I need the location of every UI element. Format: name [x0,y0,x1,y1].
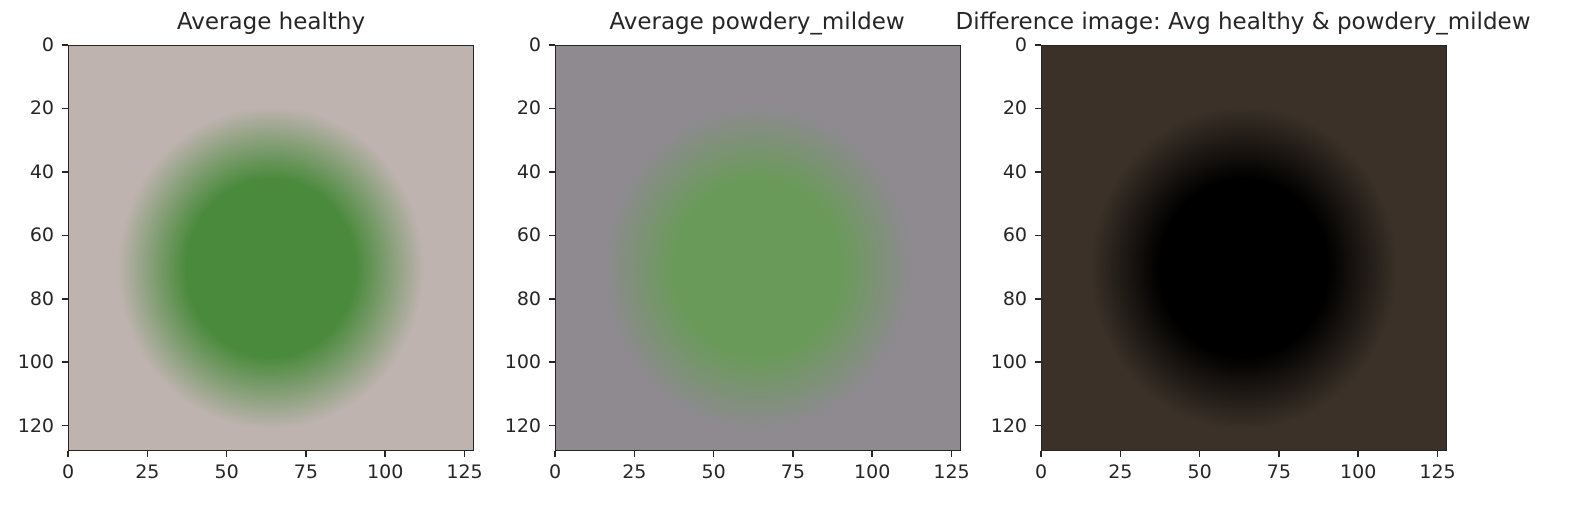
y-tick-label: 0 [1014,34,1027,56]
x-tick-label: 125 [933,461,970,483]
x-tick-mark [1436,451,1439,457]
y-tick-mark [549,171,555,173]
y-tick-mark [549,298,555,300]
x-tick-mark [305,451,307,457]
y-tick-mark [1035,234,1041,237]
y-tick-mark [62,361,68,363]
x-tick-mark [463,451,466,457]
y-tick-mark [549,361,555,363]
x-tick-mark [554,451,556,457]
y-tick-mark [62,107,68,110]
y-tick-label: 80 [1002,287,1027,310]
image-axes-1 [68,45,474,451]
y-tick-label: 60 [1002,224,1027,247]
image-axes-3 [1041,45,1447,451]
x-tick-label: 50 [1187,461,1212,483]
y-tick-mark [62,424,68,427]
x-tick-label: 0 [548,461,562,483]
y-tick-mark [1035,361,1041,363]
chart-title-3: Difference image: Avg healthy & powdery_… [955,9,1531,35]
y-tick-mark [1035,424,1041,427]
y-tick-label: 120 [17,414,54,437]
y-tick-label: 100 [17,351,54,374]
image-axes-2 [555,45,961,451]
y-tick-label: 40 [29,160,54,183]
y-tick-label: 20 [1002,97,1027,120]
x-tick-mark [1119,451,1122,457]
x-tick-mark [712,451,715,457]
x-tick-mark [1198,451,1201,457]
y-tick-mark [62,298,68,300]
x-tick-label: 100 [1340,461,1377,483]
x-tick-mark [1278,451,1280,457]
x-tick-label: 50 [701,461,726,483]
x-tick-label: 75 [780,461,805,483]
y-tick-label: 0 [41,34,54,56]
x-tick-label: 25 [135,461,160,483]
x-tick-mark [67,451,69,457]
y-tick-label: 60 [29,224,54,247]
y-tick-label: 100 [990,351,1027,374]
average-image-2 [556,46,960,450]
chart-title-2: Average powdery_mildew [609,9,905,35]
y-tick-mark [62,44,68,46]
average-image-3 [1042,46,1446,450]
x-tick-label: 75 [1266,461,1291,483]
y-tick-mark [549,234,555,237]
y-tick-mark [1035,298,1041,300]
y-tick-mark [549,44,555,46]
y-tick-label: 60 [516,224,541,247]
chart-title-1: Average healthy [176,9,366,35]
x-tick-mark [633,451,636,457]
x-tick-mark [792,451,794,457]
x-tick-mark [1040,451,1042,457]
x-tick-mark [1357,451,1359,457]
y-tick-mark [62,234,68,237]
y-tick-label: 20 [29,97,54,120]
y-tick-mark [549,107,555,110]
x-tick-label: 0 [1034,461,1048,483]
y-tick-mark [1035,44,1041,46]
x-tick-mark [871,451,873,457]
x-tick-label: 125 [1419,461,1456,483]
y-tick-label: 40 [1002,160,1027,183]
x-tick-mark [225,451,228,457]
y-tick-label: 40 [516,160,541,183]
y-tick-label: 120 [990,414,1027,437]
y-tick-label: 20 [516,97,541,120]
y-tick-label: 80 [516,287,541,310]
x-tick-label: 125 [446,461,483,483]
x-tick-mark [384,451,386,457]
x-tick-label: 75 [293,461,318,483]
y-tick-mark [62,171,68,173]
x-tick-label: 100 [854,461,891,483]
y-tick-label: 0 [528,34,541,56]
x-tick-label: 25 [1108,461,1133,483]
x-tick-mark [146,451,149,457]
x-tick-mark [950,451,953,457]
x-tick-label: 25 [622,461,647,483]
y-tick-mark [1035,171,1041,173]
y-tick-mark [1035,107,1041,110]
x-tick-label: 50 [214,461,239,483]
average-image-1 [69,46,473,450]
x-tick-label: 0 [61,461,75,483]
y-tick-label: 80 [29,287,54,310]
y-tick-label: 120 [504,414,541,437]
y-tick-label: 100 [504,351,541,374]
y-tick-mark [549,424,555,427]
x-tick-label: 100 [367,461,404,483]
